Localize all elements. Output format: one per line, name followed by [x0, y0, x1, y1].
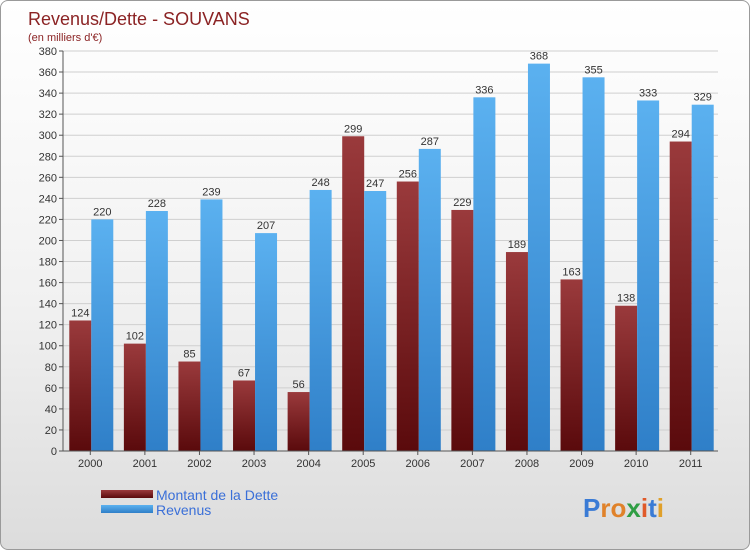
legend: Montant de la Dette Revenus — [101, 487, 278, 518]
value-labels: 124 220 102 228 85 239 67 207 56 248 299 247 256 287 2… — [71, 51, 712, 391]
y-tick-label: 220 — [39, 214, 57, 226]
value-label-revenus-2005: 247 — [366, 178, 384, 190]
value-label-revenus-2006: 287 — [421, 136, 439, 148]
value-label-revenus-2009: 355 — [584, 64, 602, 76]
value-label-debt-2010: 138 — [617, 293, 635, 305]
y-tick-label: 160 — [39, 278, 57, 290]
bar-revenus-2001 — [145, 211, 168, 451]
bar-revenus-2006 — [418, 148, 441, 452]
bar-debt-2009 — [560, 279, 583, 451]
y-tick-label: 0 — [51, 446, 57, 458]
value-label-revenus-2004: 248 — [311, 177, 329, 189]
y-tick-label: 280 — [39, 151, 57, 163]
gridlines — [63, 50, 718, 452]
value-label-revenus-2011: 329 — [694, 92, 712, 104]
value-label-revenus-2002: 239 — [202, 186, 220, 198]
x-tick-label: 2000 — [78, 458, 102, 470]
y-tick-label: 360 — [39, 67, 57, 79]
value-label-debt-2008: 189 — [508, 239, 526, 251]
y-tick-label: 300 — [39, 130, 57, 142]
bar-revenus-2008 — [527, 63, 550, 451]
y-tick-label: 120 — [39, 320, 57, 332]
x-tick-label: 2004 — [296, 458, 320, 470]
bar-revenus-2011 — [691, 104, 714, 452]
chart-subtitle: (en milliers d'€) — [28, 32, 102, 44]
bar-debt-2008 — [505, 252, 528, 451]
value-label-revenus-2007: 336 — [475, 84, 493, 96]
value-label-revenus-2003: 207 — [257, 220, 275, 232]
value-label-debt-2009: 163 — [562, 266, 580, 278]
y-tick-label: 20 — [45, 425, 57, 437]
value-label-revenus-2010: 333 — [639, 87, 657, 99]
chart-title: Revenus/Dette - SOUVANS — [28, 9, 250, 29]
value-label-revenus-2001: 228 — [148, 198, 166, 210]
x-tick-label: 2006 — [406, 458, 430, 470]
bar-revenus-2010 — [637, 100, 660, 451]
y-tick-label: 200 — [39, 235, 57, 247]
bar-debt-2007 — [451, 209, 474, 451]
x-tick-label: 2010 — [624, 458, 648, 470]
y-tick-label: 340 — [39, 88, 57, 100]
x-tick-label: 2011 — [679, 458, 703, 470]
bar-debt-2006 — [396, 181, 419, 452]
proxiti-logo: Proxiti — [583, 493, 664, 523]
y-tick-label: 100 — [39, 341, 57, 353]
y-tick-label: 240 — [39, 193, 57, 205]
legend-swatch-revenus — [101, 505, 153, 513]
bar-revenus-2002 — [200, 199, 223, 451]
y-tick-label: 60 — [45, 383, 57, 395]
legend-label-revenus: Revenus — [156, 502, 211, 518]
bar-revenus-2005 — [364, 191, 387, 451]
legend-swatch-debt — [101, 490, 153, 498]
value-label-revenus-2000: 220 — [93, 206, 111, 218]
bar-debt-2000 — [69, 320, 92, 451]
x-tick-label: 2008 — [515, 458, 539, 470]
value-label-debt-2007: 229 — [453, 197, 471, 209]
bar-debt-2010 — [615, 305, 638, 451]
bar-debt-2004 — [287, 392, 310, 451]
y-tick-label: 80 — [45, 362, 57, 374]
value-label-debt-2004: 56 — [293, 379, 305, 391]
x-tick-label: 2007 — [460, 458, 484, 470]
bar-debt-2001 — [123, 343, 146, 451]
bar-debt-2005 — [342, 136, 365, 451]
x-tick-label: 2002 — [187, 458, 211, 470]
y-tick-label: 180 — [39, 257, 57, 269]
bar-revenus-2004 — [309, 189, 332, 451]
bars — [69, 63, 714, 452]
y-tick-label: 320 — [39, 109, 57, 121]
value-label-debt-2011: 294 — [672, 129, 690, 141]
x-tick-label: 2005 — [351, 458, 375, 470]
bar-revenus-2009 — [582, 77, 605, 451]
bar-revenus-2000 — [91, 219, 114, 451]
legend-label-debt: Montant de la Dette — [156, 487, 278, 503]
axes: 0 20 40 60 80 100 120 140 160 180 200 220 240 260 280 3… — [39, 46, 718, 470]
value-label-debt-2000: 124 — [71, 307, 89, 319]
value-label-debt-2002: 85 — [183, 349, 195, 361]
value-label-debt-2001: 102 — [126, 331, 144, 343]
x-tick-label: 2003 — [242, 458, 266, 470]
bar-debt-2011 — [669, 141, 692, 452]
svg-text:Proxiti: Proxiti — [583, 493, 664, 523]
x-tick-label: 2009 — [569, 458, 593, 470]
bar-revenus-2007 — [473, 97, 496, 451]
bar-debt-2002 — [178, 361, 201, 451]
value-label-debt-2005: 299 — [344, 123, 362, 135]
bar-debt-2003 — [233, 380, 256, 451]
value-label-debt-2006: 256 — [399, 169, 417, 181]
x-tick-label: 2001 — [133, 458, 157, 470]
value-label-debt-2003: 67 — [238, 367, 250, 379]
bar-revenus-2003 — [255, 233, 278, 451]
y-tick-label: 40 — [45, 404, 57, 416]
value-label-revenus-2008: 368 — [530, 51, 548, 63]
y-tick-label: 380 — [39, 46, 57, 58]
y-tick-label: 140 — [39, 299, 57, 311]
y-tick-label: 260 — [39, 172, 57, 184]
